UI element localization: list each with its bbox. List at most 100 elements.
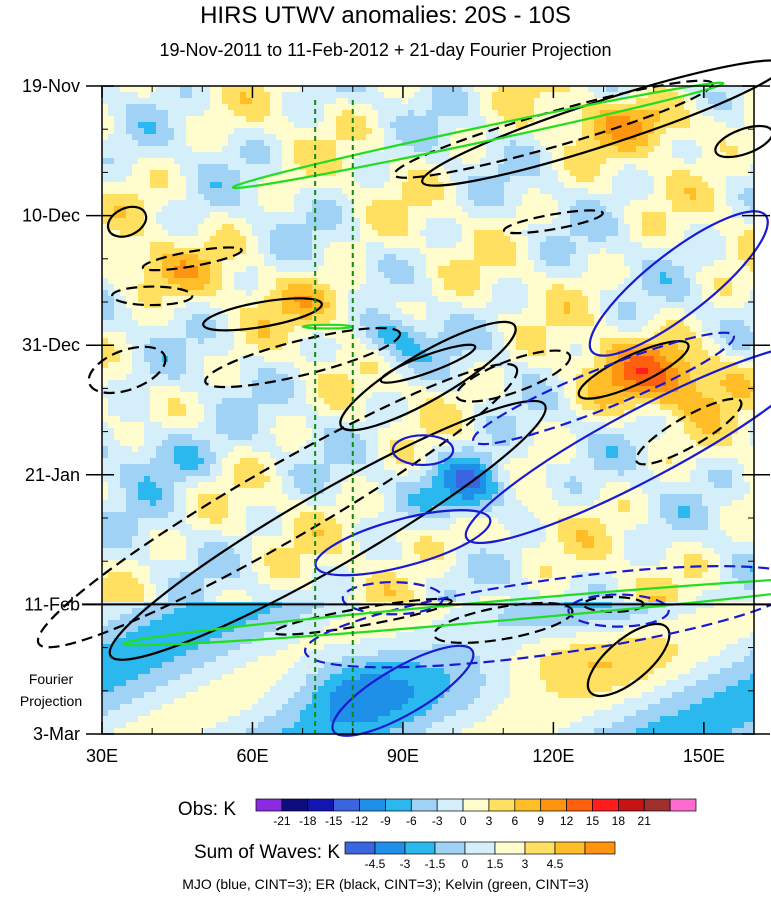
field-cell [162,224,168,230]
field-cell [678,230,684,236]
field-cell [276,242,282,248]
field-cell [672,284,678,290]
field-cell [432,254,438,260]
field-cell [480,158,486,164]
field-cell [540,110,546,116]
field-cell [390,104,396,110]
field-cell [138,170,144,176]
field-cell [498,170,504,176]
field-cell [432,296,438,302]
field-cell [174,170,180,176]
field-cell [126,200,132,206]
field-cell [726,284,732,290]
field-cell [186,188,192,194]
field-cell [150,110,156,116]
field-cell [222,182,228,188]
field-cell [234,98,240,104]
field-cell [180,182,186,188]
field-cell [408,260,414,266]
field-cell [624,248,630,254]
field-cell [366,194,372,200]
field-cell [648,284,654,290]
field-cell [246,320,252,326]
field-cell [648,356,654,362]
field-cell [132,98,138,104]
field-cell [672,152,678,158]
field-cell [582,92,588,98]
field-cell [468,182,474,188]
field-cell [744,350,750,356]
field-cell [456,218,462,224]
field-cell [144,188,150,194]
field-cell [750,248,754,254]
field-cell [360,284,366,290]
field-cell [162,230,168,236]
field-cell [444,152,450,158]
field-cell [462,278,468,284]
field-cell [636,236,642,242]
field-cell [348,200,354,206]
field-cell [228,152,234,158]
field-cell [660,284,666,290]
field-cell [192,176,198,182]
field-cell [708,344,714,350]
field-cell [102,146,108,152]
field-cell [654,290,660,296]
field-cell [402,122,408,128]
field-cell [246,356,252,362]
field-cell [588,140,594,146]
field-cell [264,302,270,308]
field-cell [192,86,198,92]
field-cell [570,356,576,362]
field-cell [516,140,522,146]
field-cell [276,128,282,134]
field-cell [720,116,726,122]
field-cell [438,278,444,284]
field-cell [300,128,306,134]
field-cell [744,92,750,98]
field-cell [468,236,474,242]
field-cell [660,266,666,272]
field-cell [282,212,288,218]
field-cell [450,338,456,344]
field-cell [390,344,396,350]
field-cell [270,116,276,122]
field-cell [558,116,564,122]
field-cell [582,236,588,242]
field-cell [726,122,732,128]
field-cell [330,320,336,326]
field-cell [336,92,342,98]
field-cell [588,350,594,356]
field-cell [144,218,150,224]
field-cell [606,278,612,284]
field-cell [210,224,216,230]
field-cell [150,194,156,200]
field-cell [588,194,594,200]
field-cell [432,284,438,290]
field-cell [528,176,534,182]
field-cell [492,158,498,164]
field-cell [402,344,408,350]
field-cell [144,122,150,128]
field-cell [606,104,612,110]
field-cell [330,86,336,92]
field-cell [102,290,108,296]
field-cell [696,182,702,188]
field-cell [132,290,138,296]
field-cell [186,182,192,188]
field-cell [414,212,420,218]
field-cell [156,344,162,350]
field-cell [330,308,336,314]
field-cell [702,116,708,122]
field-cell [582,194,588,200]
field-cell [270,230,276,236]
field-cell [564,158,570,164]
field-cell [576,200,582,206]
field-cell [492,140,498,146]
field-cell [540,260,546,266]
field-cell [390,308,396,314]
field-cell [264,116,270,122]
field-cell [348,320,354,326]
field-cell [564,314,570,320]
field-cell [192,170,198,176]
